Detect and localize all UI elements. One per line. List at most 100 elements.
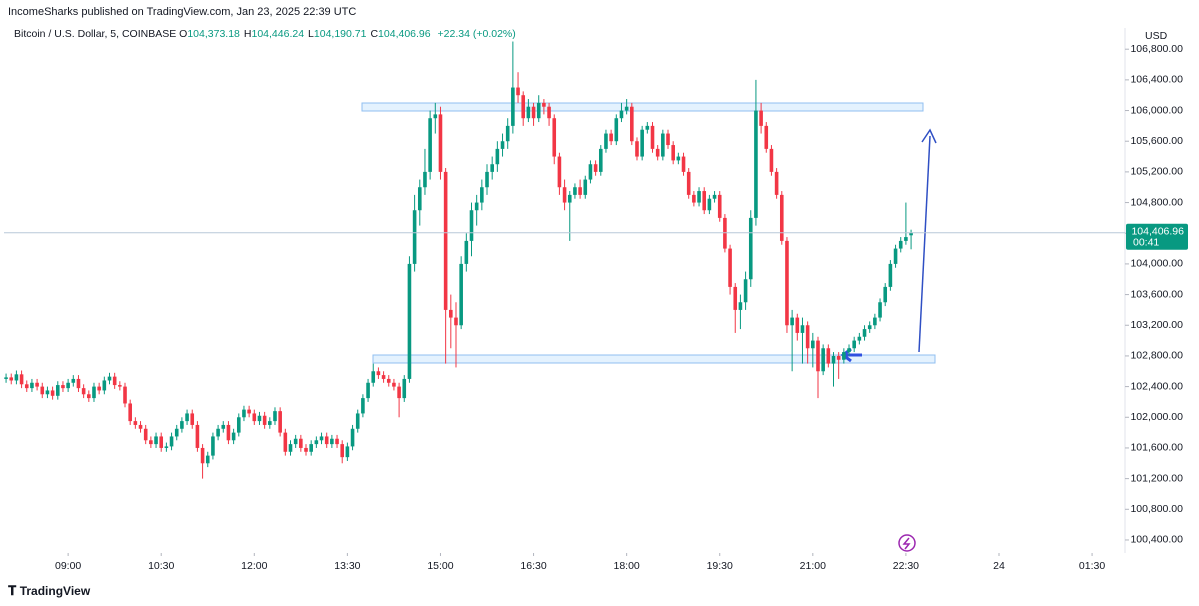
candle-body (686, 171, 691, 195)
candle-body (717, 194, 722, 218)
candle-body (697, 191, 701, 203)
candle-body (604, 133, 608, 149)
y-tick-label: 103,200.00 (1130, 319, 1183, 331)
x-tick-label: 24 (993, 560, 1005, 572)
candle-body (4, 377, 8, 379)
x-tick-label: 18:00 (614, 560, 640, 572)
candle-body (495, 148, 500, 165)
ohlc-value: 104,190.71 (313, 28, 367, 40)
y-tick-label: 102,800.00 (1130, 350, 1183, 362)
candle-body (624, 106, 629, 111)
x-tick-label: 19:30 (707, 560, 733, 572)
candle-body (283, 432, 288, 452)
y-tick-label: 105,200.00 (1130, 166, 1183, 178)
candle-body (412, 210, 417, 264)
candle-body (97, 386, 101, 391)
candle-body (55, 385, 60, 396)
candle-body (738, 302, 743, 310)
candle-body (402, 378, 407, 399)
ohlc-label: L (308, 28, 314, 40)
candle-body (878, 302, 882, 318)
candle-body (138, 424, 143, 429)
candle-body (454, 317, 458, 326)
x-tick-label: 13:30 (334, 560, 360, 572)
candle-body (909, 232, 913, 236)
candle-body (759, 110, 763, 126)
candle-body (174, 428, 179, 437)
candle-body (107, 376, 112, 381)
candle-body (19, 374, 24, 385)
candle-body (185, 413, 189, 422)
change: +22.34 (+0.02%) (437, 28, 516, 40)
candle-body (640, 129, 644, 157)
candle-body (723, 217, 727, 249)
event-icon-bolt (902, 537, 911, 550)
projection-arrow (918, 135, 931, 353)
candle-body (268, 421, 272, 425)
candle-body (14, 374, 19, 381)
x-tick-label: 22:30 (893, 560, 919, 572)
candle-body (81, 388, 86, 395)
candle-body (676, 156, 681, 161)
candle-body (371, 371, 376, 383)
candle-body (133, 421, 138, 425)
candle-body (681, 156, 686, 172)
brand-logo: 𝐓 TradingView (8, 583, 91, 598)
candle-body (392, 382, 396, 387)
candle-body (821, 348, 825, 372)
candle-body (195, 424, 200, 448)
candle-body (236, 417, 241, 433)
plot-area: 100,400.00 100,800.00 101,200.00 101,600.00… (4, 41, 1188, 572)
candle-body (449, 309, 453, 318)
candle-body (702, 191, 707, 211)
event-icon (898, 534, 916, 552)
candle-body (692, 194, 696, 203)
candle-body (531, 106, 536, 119)
candle-body (490, 164, 494, 172)
candle-body (309, 444, 313, 452)
candle-body (567, 194, 572, 203)
candle-body (511, 87, 515, 126)
candle-body (35, 382, 39, 387)
candle-body (293, 438, 298, 445)
candle-body (836, 355, 841, 360)
candle-body (893, 248, 898, 264)
last-price-label: 104,406.96 (1131, 225, 1184, 237)
candle-body (661, 133, 665, 157)
candle-body (774, 171, 779, 195)
symbol-line: Bitcoin / U.S. Dollar, 5, COINBASE O104,… (14, 28, 516, 40)
x-tick-label: 09:00 (55, 560, 81, 572)
candle-body (164, 446, 169, 448)
candle-body (76, 378, 81, 389)
candle-body (485, 171, 489, 188)
candle-body (273, 411, 277, 422)
candle-body (598, 148, 603, 172)
candle-body (655, 148, 660, 157)
candle-body (562, 187, 567, 203)
candle-body (712, 194, 717, 199)
candle-body (304, 447, 308, 452)
candle-body (857, 336, 862, 341)
candle-body (666, 133, 670, 146)
candle-body (547, 106, 551, 119)
candle-body (438, 114, 443, 172)
candle-body (609, 133, 613, 142)
candle-body (630, 106, 634, 142)
candle-body (366, 382, 370, 399)
candle-body (614, 118, 619, 142)
support-zone (372, 354, 936, 364)
candle-body (71, 378, 76, 383)
candle-body (811, 340, 815, 349)
candle-body (645, 125, 650, 130)
candle-body (852, 340, 856, 349)
candle-body (350, 428, 355, 447)
y-tick-label: 106,400.00 (1130, 74, 1183, 86)
x-tick-label: 21:00 (800, 560, 826, 572)
ohlc-label: C (370, 28, 379, 40)
y-tick-label: 101,600.00 (1130, 442, 1183, 454)
candle-body (573, 187, 577, 195)
candle-body (180, 421, 184, 429)
candle-body (526, 106, 531, 119)
candle-body (40, 386, 45, 395)
